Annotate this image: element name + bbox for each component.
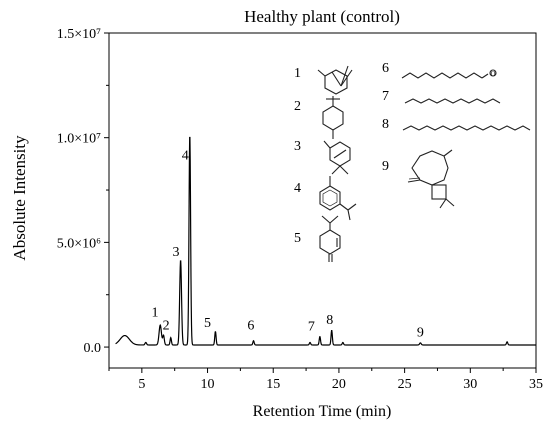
structure-label-8: 8 bbox=[382, 117, 389, 132]
structure-label-5: 5 bbox=[294, 231, 301, 246]
structure-7-drawing bbox=[404, 98, 501, 104]
peak-label-1: 1 bbox=[151, 306, 158, 321]
structure-8-drawing bbox=[402, 125, 531, 131]
structure-4-drawing bbox=[319, 176, 357, 221]
x-tick-label-6: 35 bbox=[529, 377, 543, 392]
peak-label-8: 8 bbox=[326, 313, 333, 328]
peak-label-6: 6 bbox=[247, 318, 254, 333]
x-tick-label-2: 15 bbox=[266, 377, 280, 392]
peak-labels: 12 3 4 5 6 7 8 9 bbox=[151, 149, 423, 341]
plot-frame bbox=[108, 32, 537, 369]
x-tick-label-0: 5 bbox=[138, 377, 145, 392]
structure-3-drawing bbox=[323, 140, 351, 175]
y-tick-label-3: 1.5×10⁷ bbox=[57, 27, 101, 42]
axis-ticks bbox=[104, 32, 537, 373]
peak-label-7: 7 bbox=[308, 319, 315, 334]
structure-label-3: 3 bbox=[294, 139, 301, 154]
y-tick-label-2: 1.0×10⁷ bbox=[57, 132, 101, 147]
y-tick-label-0: 0.0 bbox=[84, 341, 102, 356]
y-tick-label-1: 5.0×10⁶ bbox=[57, 236, 101, 251]
chromatogram-trace bbox=[115, 136, 536, 346]
peak-label-3: 3 bbox=[173, 245, 180, 260]
chromatogram-line bbox=[115, 136, 536, 346]
structure-2-drawing bbox=[322, 96, 344, 139]
structure-legend: O bbox=[317, 65, 531, 262]
structure-9-drawing bbox=[407, 149, 455, 209]
x-tick-label-5: 30 bbox=[463, 377, 477, 392]
peak-label-4: 4 bbox=[182, 149, 189, 164]
peak-label-5: 5 bbox=[204, 316, 211, 331]
aldehyde-oxygen-label: O bbox=[490, 70, 495, 78]
structure-5-drawing bbox=[319, 215, 341, 262]
structure-label-7: 7 bbox=[382, 89, 389, 104]
structure-label-4: 4 bbox=[294, 181, 301, 196]
x-tick-label-4: 25 bbox=[398, 377, 412, 392]
structure-label-6: 6 bbox=[382, 61, 389, 76]
structure-label-2: 2 bbox=[294, 99, 301, 114]
y-axis-label: Absolute Intensity bbox=[10, 135, 29, 261]
chart-title: Healthy plant (control) bbox=[244, 7, 400, 26]
x-tick-label-1: 10 bbox=[201, 377, 215, 392]
peak-label-2: 2 bbox=[163, 318, 170, 333]
structure-label-1: 1 bbox=[294, 66, 301, 81]
structure-6-drawing bbox=[401, 69, 497, 79]
structure-1-drawing bbox=[317, 65, 353, 95]
peak-label-9: 9 bbox=[417, 326, 424, 341]
x-axis-label: Retention Time (min) bbox=[253, 403, 392, 420]
x-tick-label-3: 20 bbox=[332, 377, 346, 392]
structure-label-9: 9 bbox=[382, 159, 389, 174]
